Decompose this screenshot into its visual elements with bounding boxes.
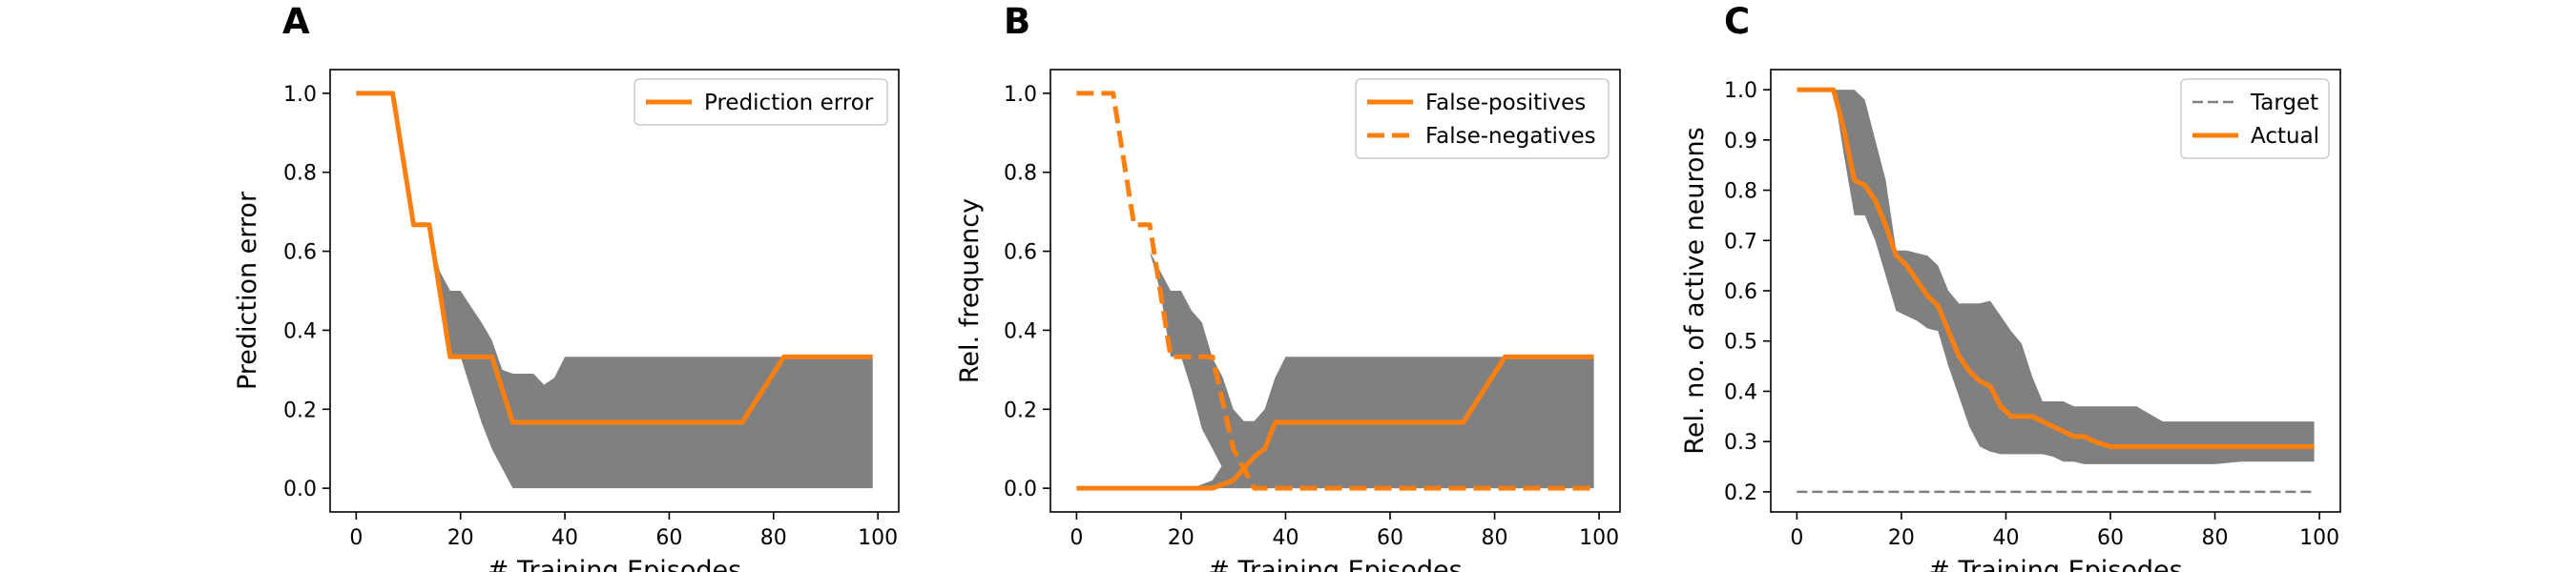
x-tick-label: 80: [2202, 526, 2229, 550]
x-tick-label: 80: [1482, 526, 1508, 550]
x-tick-label: 80: [760, 526, 787, 550]
legend-label: Prediction error: [704, 91, 874, 115]
y-tick-label: 0.9: [1724, 130, 1757, 153]
x-tick-label: 100: [1579, 526, 1619, 550]
y-tick-label: 0.4: [1724, 380, 1757, 404]
y-tick-label: 0.8: [283, 162, 317, 186]
x-tick-label: 60: [1377, 526, 1403, 550]
panel-letter: B: [1004, 1, 1030, 42]
panel-b: 0 20 40 60 80 100 0.0 0.2 0.4 0.6 0.8 1.0 # Training…: [955, 1, 1621, 572]
x-tick-label: 20: [447, 526, 474, 550]
x-tick-label: 0: [1070, 526, 1083, 550]
y-tick-label: 0.6: [1004, 241, 1037, 265]
y-tick-label: 0.2: [1004, 398, 1037, 422]
y-tick-label: 0.4: [1004, 319, 1037, 343]
confidence-band-0: [1150, 251, 1594, 489]
x-axis-label: # Training Episodes: [1208, 556, 1462, 572]
x-tick-label: 20: [1888, 526, 1915, 550]
y-tick-label: 0.2: [1724, 481, 1757, 505]
legend-label: Actual: [2251, 124, 2319, 149]
legend-box: [2180, 78, 2330, 159]
series-line-0: [356, 91, 873, 425]
axes-frame: [1049, 69, 1621, 513]
confidence-band-1: [1076, 440, 1594, 489]
x-tick-label: 60: [2097, 526, 2124, 550]
legend-box: [634, 78, 888, 126]
x-tick-label: 20: [1168, 526, 1195, 550]
y-tick-label: 0.6: [283, 241, 317, 265]
series-line-1: [1797, 87, 2315, 449]
series-line-0: [1076, 354, 1594, 491]
panel-a: 0 20 40 60 80 100 0.0 0.2 0.4 0.6 0.8 1.0 # Training…: [233, 1, 900, 572]
y-tick-label: 1.0: [1724, 79, 1757, 103]
legend-label: False-positives: [1425, 91, 1586, 115]
panel-letter: C: [1724, 1, 1750, 42]
legend-label: False-negatives: [1425, 124, 1596, 149]
x-tick-label: 0: [349, 526, 363, 550]
confidence-band-0: [356, 92, 873, 489]
x-tick-label: 40: [1272, 526, 1298, 550]
y-tick-label: 1.0: [283, 83, 317, 107]
x-tick-label: 40: [1992, 526, 2019, 550]
panel-letter: A: [282, 1, 310, 42]
series-line-1: [1076, 91, 1594, 491]
x-axis-label: # Training Episodes: [488, 556, 741, 572]
y-tick-label: 0.0: [283, 478, 317, 501]
axes-frame: [329, 69, 900, 513]
legend-label: Target: [2250, 91, 2318, 115]
y-tick-label: 0.2: [283, 398, 317, 422]
x-tick-label: 60: [655, 526, 682, 550]
y-tick-label: 0.5: [1724, 331, 1757, 355]
x-axis-label: # Training Episodes: [1928, 556, 2182, 572]
y-axis-label: Prediction error: [233, 191, 262, 390]
y-tick-label: 0.8: [1724, 180, 1757, 204]
y-tick-label: 0.0: [1004, 478, 1037, 501]
y-tick-label: 0.8: [1004, 162, 1037, 186]
x-tick-label: 100: [2299, 526, 2339, 550]
confidence-band-0: [1797, 90, 2315, 464]
y-axis-label: Rel. frequency: [955, 198, 985, 383]
legend-box: [1355, 78, 1610, 159]
x-tick-label: 40: [551, 526, 578, 550]
y-axis-label: Rel. no. of active neurons: [1680, 127, 1710, 454]
y-tick-label: 1.0: [1004, 83, 1037, 107]
x-tick-label: 100: [858, 526, 898, 550]
y-tick-label: 0.3: [1724, 431, 1757, 455]
y-tick-label: 0.7: [1724, 230, 1757, 254]
y-tick-label: 0.4: [283, 319, 317, 343]
x-tick-label: 0: [1790, 526, 1803, 550]
panel-c: 0 20 40 60 80 100 0.2 0.3 0.4 0.5 0.6 0.7 0.8 0.9 1.0 #…: [1680, 1, 2341, 572]
y-tick-label: 0.6: [1724, 280, 1757, 304]
